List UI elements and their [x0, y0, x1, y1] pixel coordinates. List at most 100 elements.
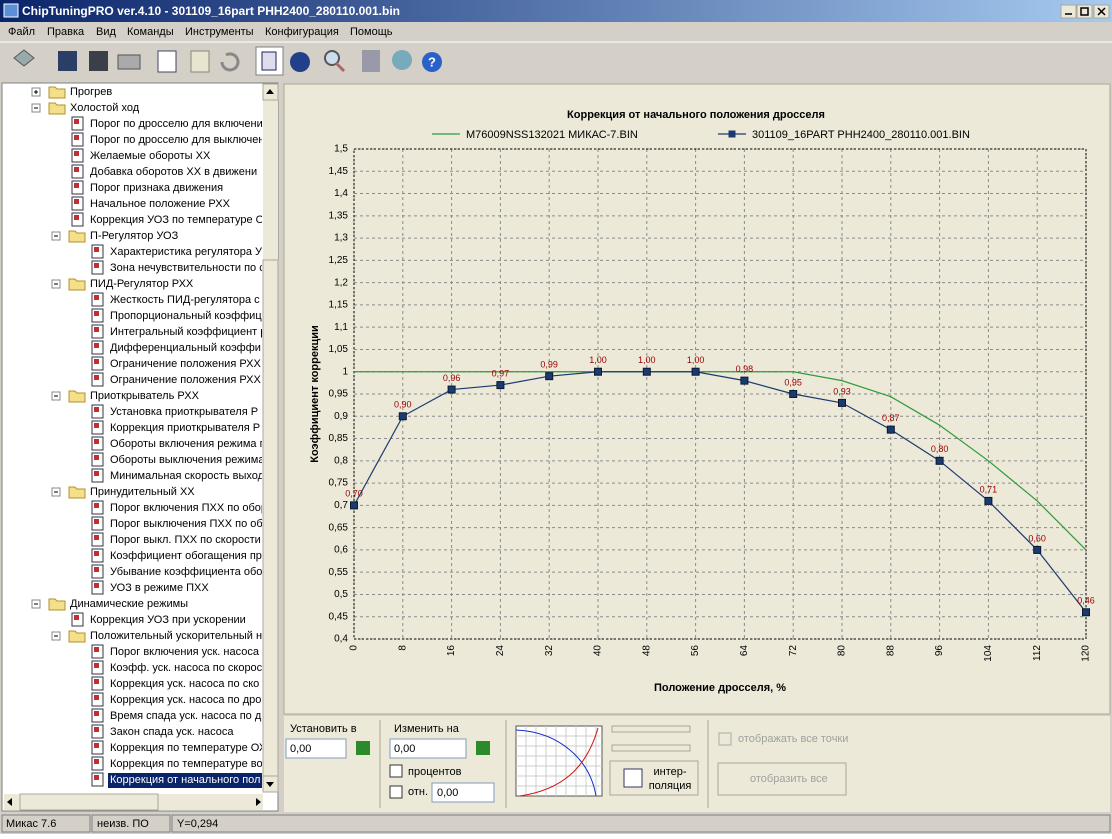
save-as-icon[interactable]	[89, 51, 108, 71]
show-points-label: отображать все точки	[738, 733, 848, 745]
undo-icon[interactable]	[220, 52, 240, 72]
tree-item[interactable]: Порог признака движения	[90, 182, 223, 194]
menu-item[interactable]: Файл	[8, 26, 35, 38]
tree-item[interactable]: Коррекция уск. насоса по ско	[110, 678, 259, 690]
tree-item[interactable]: УОЗ в режиме ПХХ	[110, 582, 209, 594]
menu-item[interactable]: Правка	[47, 26, 85, 38]
y-tick-label: 0,6	[334, 545, 348, 556]
info-icon[interactable]	[290, 52, 310, 72]
tree-item[interactable]: Желаемые обороты ХХ	[90, 150, 211, 162]
tree-item[interactable]: Порог включения уск. насоса	[110, 646, 260, 658]
tree-scrollbar[interactable]	[4, 83, 279, 811]
data-label: 1,00	[687, 355, 705, 365]
tree-item[interactable]: Порог включения ПХХ по обор	[110, 502, 267, 514]
tree-item[interactable]: Коррекция по температуре во	[110, 758, 263, 770]
tree-item[interactable]: Минимальная скорость выход	[110, 470, 265, 482]
rel-input[interactable]	[431, 782, 495, 803]
item-icon-mark	[94, 263, 99, 268]
tree-item[interactable]: Динамические режимы	[70, 598, 188, 610]
help-icon[interactable]	[422, 52, 442, 72]
menu-item[interactable]: Команды	[127, 26, 174, 38]
tree-item[interactable]: Закон спада уск. насоса	[110, 726, 234, 738]
tree-item[interactable]: Порог выкл. ПХХ по скорости	[110, 534, 261, 546]
paste-icon[interactable]	[190, 50, 210, 73]
item-icon-mark	[94, 647, 99, 652]
print-icon[interactable]	[117, 54, 141, 70]
search-icon[interactable]	[324, 50, 340, 66]
minimize-button[interactable]	[1060, 4, 1077, 19]
tree-item[interactable]: Зона нечувствительности по с	[110, 262, 265, 274]
tree-item[interactable]: Коррекция уск. насоса по дро	[110, 694, 261, 706]
tree-item[interactable]: ПИД-Регулятор РХХ	[90, 278, 194, 290]
tree-item[interactable]: Ограничение положения РХХ	[110, 374, 262, 386]
y-tick-label: 0,9	[334, 411, 348, 422]
tree-item[interactable]: П-Регулятор УОЗ	[90, 230, 179, 242]
tree-item[interactable]: Приоткрыватель РХХ	[90, 390, 200, 402]
tree-item[interactable]: Время спада уск. насоса по д	[110, 710, 262, 722]
slider[interactable]	[611, 744, 691, 752]
tree-item[interactable]: Коррекция приоткрывателя Р	[110, 422, 260, 434]
status-text: Микас 7.6	[6, 818, 56, 830]
tree-item[interactable]: Прогрев	[70, 86, 112, 98]
window-buttons[interactable]	[1060, 4, 1110, 19]
tree-item[interactable]: Убывание коэффициента обо	[110, 566, 262, 578]
show-all-button[interactable]	[717, 762, 847, 796]
change-apply[interactable]	[476, 741, 490, 755]
x-tick-label: 88	[885, 645, 896, 657]
tree-item[interactable]: Принудительный ХХ	[90, 486, 195, 498]
item-icon-mark	[94, 375, 99, 380]
web-icon[interactable]	[392, 50, 412, 70]
menu-item[interactable]: Вид	[96, 26, 116, 38]
open-icon[interactable]	[13, 49, 35, 67]
tree-item[interactable]: Жесткость ПИД-регулятора с	[110, 294, 260, 306]
change-input[interactable]	[389, 738, 467, 759]
copy-icon[interactable]	[157, 50, 177, 73]
slider[interactable]	[611, 725, 691, 733]
tree-item[interactable]: Коррекция по температуре ОХ	[110, 742, 267, 754]
tree-item[interactable]: Пропорциональный коэффици	[110, 310, 268, 322]
menu-item[interactable]: Инструменты	[185, 26, 254, 38]
maximize-button[interactable]	[1076, 4, 1093, 19]
tree-item[interactable]: Начальное положение РХХ	[90, 198, 231, 210]
tree-item[interactable]: Порог по дросселю для выключени	[90, 134, 271, 146]
tree-item[interactable]: Добавка оборотов ХХ в движени	[90, 166, 257, 178]
selection	[108, 773, 262, 788]
folder-icon	[48, 598, 66, 611]
tree-item[interactable]: Положительный ускорительный н	[90, 630, 262, 642]
tree-item[interactable]: Ограничение положения РХХ	[110, 358, 262, 370]
menu-item[interactable]: Конфигурация	[265, 26, 339, 38]
x-tick-label: 0	[349, 645, 360, 651]
set-apply[interactable]	[356, 741, 370, 755]
tools-icon[interactable]	[362, 50, 380, 72]
set-input[interactable]	[285, 738, 347, 759]
tree-item[interactable]: Характеристика регулятора У	[110, 246, 263, 258]
percent-checkbox[interactable]	[389, 764, 403, 778]
tree-item[interactable]: Холостой ход	[70, 102, 140, 114]
tree-item[interactable]: Коррекция УОЗ по температуре О	[90, 214, 265, 226]
tree-item[interactable]: Коэфф. уск. насоса по скорос	[110, 662, 263, 674]
tree-item[interactable]: Коэффициент обогащения пр	[110, 550, 262, 562]
tree-item[interactable]: Обороты выключения режима	[110, 454, 265, 466]
tree-view[interactable]: Прогрев Холостой ход Порог по дросселю для…	[31, 86, 279, 788]
show-points-checkbox[interactable]	[718, 732, 732, 746]
tree-item[interactable]: Интегральный коэффициент р	[110, 326, 266, 338]
item-icon-mark	[94, 727, 99, 732]
window-title: ChipTuningPRO ver.4.10 - 301109_16part P…	[22, 4, 400, 18]
save-icon[interactable]	[58, 51, 77, 71]
item-icon-mark	[94, 711, 99, 716]
tree-item[interactable]: Коррекция от начального пол	[110, 774, 260, 786]
tree-item[interactable]: Порог выключения ПХХ по об	[110, 518, 263, 530]
percent-label: процентов	[408, 766, 462, 778]
item-icon-mark	[94, 567, 99, 572]
tree-item[interactable]: Обороты включения режима п	[110, 438, 266, 450]
tree-item[interactable]: Установка приоткрывателя Р	[110, 406, 258, 418]
data-label: 0,46	[1077, 596, 1095, 606]
rel-checkbox[interactable]	[389, 785, 403, 799]
tree-item[interactable]: Коррекция УОЗ при ускорении	[90, 614, 246, 626]
menu-item[interactable]: Помощь	[350, 26, 393, 38]
tree-item[interactable]: Дифференциальный коэффи	[110, 342, 261, 354]
y-tick-label: 1,45	[329, 166, 349, 177]
item-icon-mark	[94, 503, 99, 508]
y-tick-label: 1,4	[334, 188, 348, 199]
tree-item[interactable]: Порог по дросселю для включени	[90, 118, 263, 130]
